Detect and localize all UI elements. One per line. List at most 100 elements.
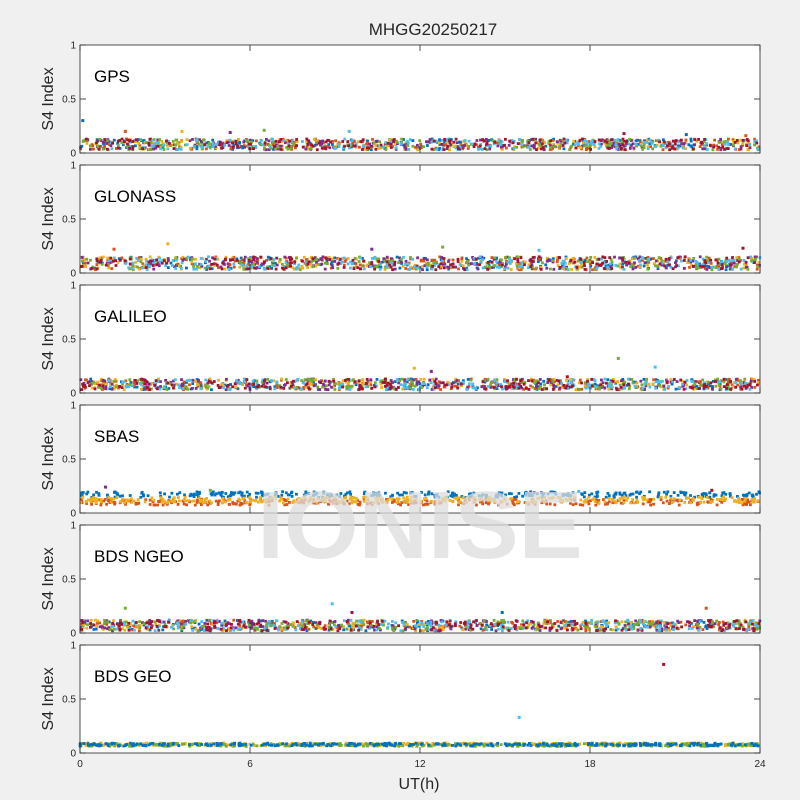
data-point [555, 260, 559, 264]
data-point [542, 387, 546, 391]
data-point [268, 265, 271, 269]
data-point [638, 265, 642, 269]
data-point [431, 265, 435, 268]
data-point [275, 256, 279, 260]
data-point [397, 381, 401, 385]
data-point [427, 492, 430, 496]
data-point [661, 501, 665, 505]
data-point [79, 494, 83, 498]
data-point [678, 498, 682, 502]
data-point [238, 624, 242, 627]
data-point [179, 145, 183, 149]
data-point [727, 137, 730, 141]
data-point [181, 258, 185, 262]
data-point [618, 144, 622, 148]
data-point [131, 266, 134, 270]
data-point [661, 379, 664, 383]
data-point [89, 377, 93, 381]
data-point [167, 500, 170, 504]
data-point [622, 491, 626, 495]
data-point [744, 265, 748, 269]
spike-point [616, 356, 620, 360]
data-point [740, 498, 744, 501]
data-point [119, 619, 122, 623]
data-point [552, 145, 556, 149]
data-point [211, 256, 214, 260]
data-point [549, 383, 553, 387]
data-point [700, 140, 704, 144]
data-point [200, 140, 203, 143]
data-point [586, 260, 589, 264]
data-point [468, 498, 471, 502]
data-point [214, 499, 218, 503]
data-point [333, 388, 337, 391]
data-point [385, 386, 389, 390]
data-point [237, 146, 241, 149]
data-point [313, 493, 317, 496]
data-point [288, 501, 291, 504]
data-point [398, 379, 402, 383]
data-point [571, 142, 575, 146]
data-point [301, 259, 304, 263]
data-point [364, 499, 367, 503]
data-point [551, 490, 554, 494]
data-point [350, 501, 354, 505]
data-point [324, 140, 328, 144]
data-point [697, 138, 700, 141]
data-point [703, 267, 707, 270]
data-point [120, 137, 124, 141]
data-point [535, 383, 538, 386]
data-point [664, 145, 668, 149]
data-point [744, 262, 748, 266]
data-point [293, 626, 297, 629]
data-point [409, 256, 412, 259]
data-point [209, 492, 213, 495]
data-point [98, 383, 102, 387]
data-point [722, 261, 726, 265]
data-point [137, 501, 141, 505]
data-point [758, 264, 761, 267]
data-point [660, 263, 664, 267]
data-point [330, 257, 334, 261]
data-point [437, 499, 441, 503]
data-point [731, 143, 735, 147]
data-point [349, 145, 353, 149]
data-point [517, 262, 521, 265]
data-point [467, 139, 471, 143]
data-point [481, 138, 484, 141]
data-point [716, 377, 719, 381]
data-point [138, 256, 141, 259]
data-point [402, 383, 406, 387]
data-point [433, 500, 437, 504]
data-point [361, 378, 365, 382]
data-point [328, 622, 331, 625]
data-point [264, 385, 267, 389]
spike-point [537, 248, 541, 252]
data-point [423, 493, 427, 497]
data-point [518, 138, 521, 141]
spike-point [653, 365, 657, 369]
data-point [390, 494, 394, 498]
data-point [349, 497, 353, 501]
data-point [622, 499, 626, 503]
data-point [584, 627, 588, 631]
data-point [321, 140, 324, 143]
data-point [586, 379, 589, 383]
data-point [562, 147, 566, 151]
data-point [451, 265, 455, 269]
data-point [400, 257, 403, 261]
data-point [315, 142, 319, 146]
data-point [600, 386, 603, 389]
data-point [95, 257, 99, 261]
data-point [680, 259, 683, 263]
axes-background [80, 45, 760, 153]
data-point [211, 491, 215, 495]
data-point [515, 377, 518, 381]
data-point [303, 496, 306, 500]
spike-point [744, 134, 748, 138]
data-point [158, 138, 161, 141]
data-point [215, 257, 218, 261]
data-point [322, 490, 326, 494]
data-point [744, 497, 747, 501]
data-point [454, 265, 457, 269]
